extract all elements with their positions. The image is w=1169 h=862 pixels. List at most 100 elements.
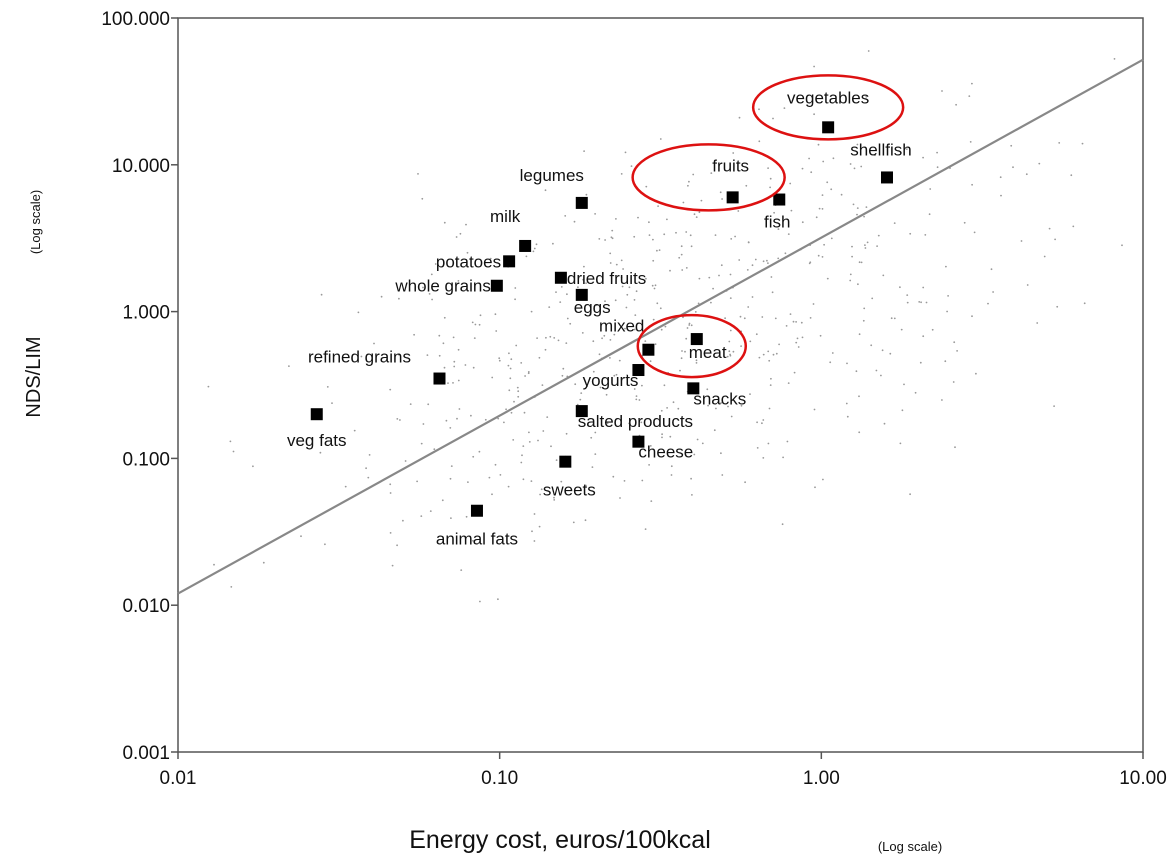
food-dot: [535, 243, 538, 246]
food-dot: [544, 348, 547, 351]
food-dot: [851, 255, 853, 258]
food-dot: [679, 369, 681, 372]
food-dot: [497, 417, 500, 420]
food-dot: [924, 234, 927, 236]
food-dot: [498, 359, 501, 362]
food-dot: [814, 486, 816, 489]
food-dot: [678, 256, 681, 259]
food-dot: [331, 402, 333, 404]
food-dot: [947, 295, 949, 297]
food-dot: [801, 221, 804, 224]
food-dot: [973, 231, 976, 234]
food-dot: [532, 250, 535, 253]
food-dot: [789, 313, 792, 315]
food-dot: [710, 172, 713, 175]
food-dot: [721, 198, 723, 200]
food-dot: [603, 334, 606, 337]
food-dot: [561, 374, 564, 377]
y-tick-label: 1.000: [122, 303, 170, 324]
food-dot: [660, 328, 663, 331]
food-dot: [855, 370, 858, 373]
food-dot: [770, 377, 772, 380]
individual-food-dots: [207, 50, 1123, 603]
food-dot: [890, 317, 893, 320]
food-dot: [389, 483, 392, 486]
food-dot: [552, 242, 554, 245]
food-dot: [581, 332, 584, 334]
y-tick-label: 0.010: [122, 596, 170, 617]
food-dot: [644, 528, 647, 530]
food-dot: [652, 238, 654, 241]
food-dot: [1053, 405, 1055, 407]
food-dot: [507, 485, 510, 488]
food-dot: [714, 234, 717, 237]
food-dot: [213, 563, 215, 566]
food-dot: [1121, 244, 1123, 247]
food-dot: [522, 478, 525, 481]
food-group-marker: [575, 196, 588, 209]
food-dot: [992, 291, 994, 293]
food-dot: [1012, 166, 1014, 169]
food-dot: [620, 259, 623, 262]
food-dot: [795, 341, 798, 344]
food-dot: [941, 90, 943, 92]
food-dot: [856, 207, 859, 210]
food-dot: [857, 283, 859, 286]
food-dot: [849, 273, 852, 276]
food-dot: [1000, 194, 1002, 197]
food-dot: [817, 143, 820, 146]
food-dot: [906, 294, 909, 296]
food-dot: [601, 337, 603, 340]
x-tick-label: 10.00: [1119, 768, 1167, 789]
food-group-label: cheese: [638, 443, 693, 462]
food-dot: [777, 257, 780, 260]
food-dot: [471, 321, 474, 324]
food-dot: [583, 265, 585, 268]
food-dot: [1048, 227, 1051, 230]
food-dot: [404, 460, 407, 462]
food-group-label: meat: [689, 343, 727, 362]
food-group-label: veg fats: [287, 431, 347, 450]
food-dot: [692, 173, 695, 176]
food-dot: [626, 293, 629, 296]
food-dot: [809, 317, 812, 319]
food-dot: [445, 419, 448, 422]
food-dot: [541, 384, 544, 386]
food-dot: [661, 436, 663, 439]
food-dot: [592, 340, 595, 343]
food-dot: [580, 392, 583, 394]
food-dot: [769, 177, 772, 180]
food-dot: [641, 479, 644, 482]
food-dot: [577, 286, 579, 289]
food-dot: [449, 477, 452, 480]
food-dot: [508, 352, 510, 355]
food-dot: [954, 446, 956, 449]
food-group-marker: [490, 279, 503, 292]
food-dot: [720, 402, 723, 404]
food-dot: [858, 333, 861, 336]
food-dot: [876, 245, 878, 248]
food-dot: [560, 286, 563, 288]
food-dot: [918, 301, 921, 303]
food-dot: [628, 422, 630, 425]
food-dot: [860, 165, 863, 168]
food-dot: [619, 497, 621, 499]
food-dot: [889, 352, 892, 355]
food-group-label: yogurts: [583, 371, 639, 390]
food-dot: [402, 519, 404, 522]
food-dot: [555, 459, 558, 461]
food-dot: [522, 445, 525, 447]
food-dot: [1054, 238, 1056, 241]
food-dot: [252, 465, 254, 468]
food-dot: [613, 333, 616, 336]
food-dot: [520, 362, 523, 364]
food-dot: [499, 474, 502, 476]
food-dot: [931, 328, 934, 331]
food-dot: [472, 455, 475, 458]
food-group-label: fish: [764, 213, 790, 232]
food-dot: [969, 141, 972, 143]
food-dot: [732, 152, 735, 154]
food-dot: [729, 273, 732, 276]
food-dot: [635, 290, 638, 293]
food-dot: [652, 259, 655, 262]
